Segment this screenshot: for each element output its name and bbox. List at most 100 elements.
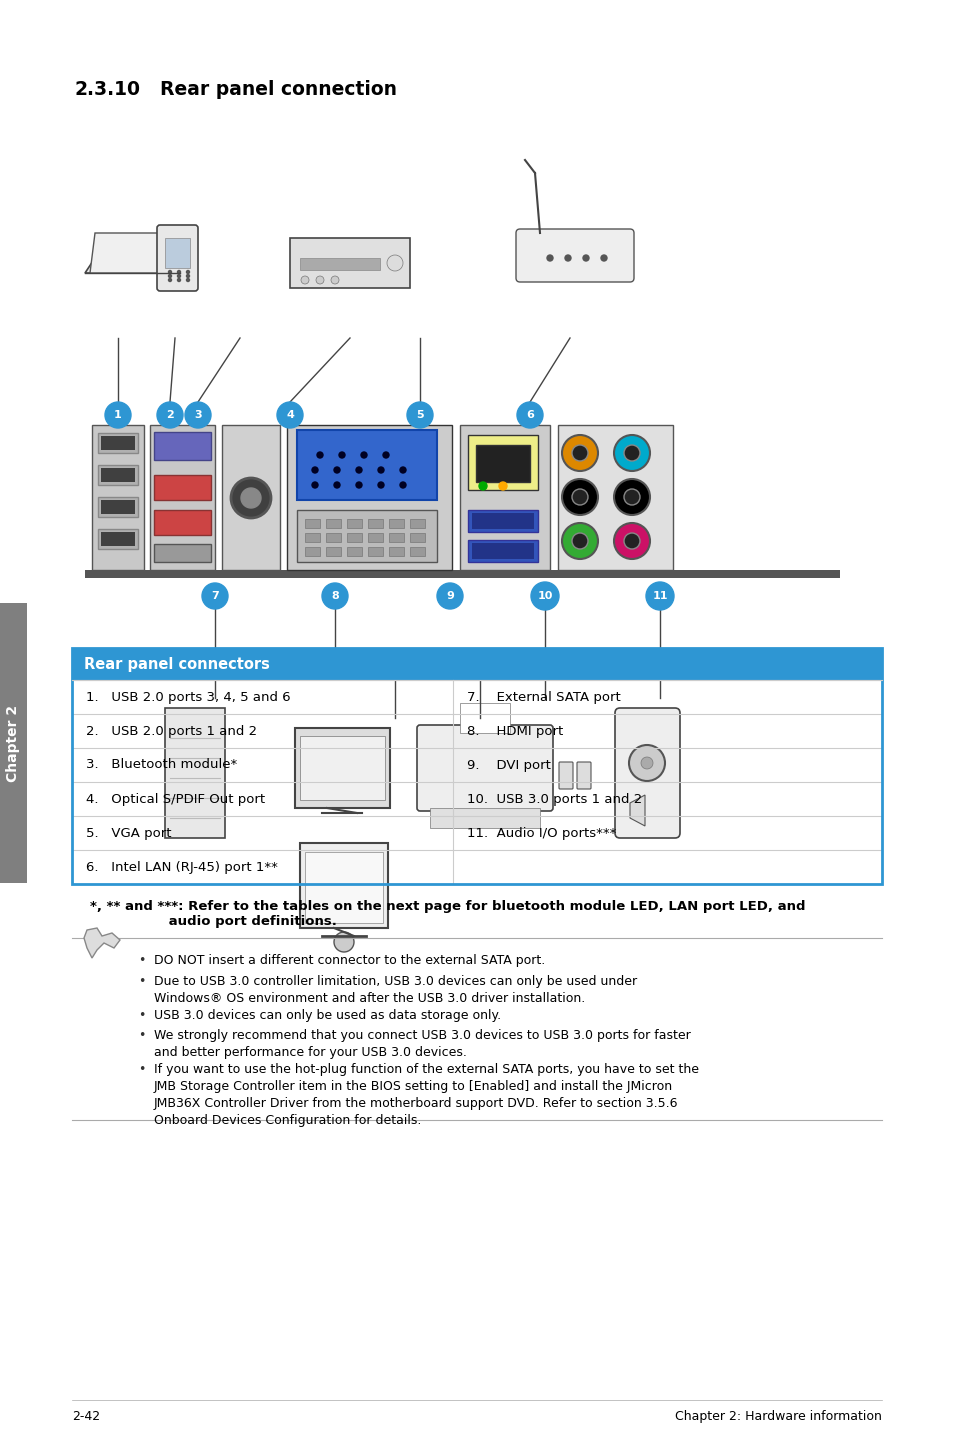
Circle shape (334, 932, 354, 952)
Text: 2-42: 2-42 (71, 1411, 100, 1424)
Circle shape (377, 467, 384, 473)
Bar (98, 529, 138, 549)
Text: 10: 10 (537, 591, 552, 601)
Bar (459, 703, 510, 733)
Bar (290, 239, 410, 288)
Bar (468, 541, 537, 562)
Circle shape (202, 582, 228, 610)
Text: 8.    HDMI port: 8. HDMI port (466, 725, 562, 738)
Bar (389, 519, 403, 528)
Bar (558, 426, 672, 569)
Bar (98, 433, 138, 453)
Bar (347, 519, 361, 528)
Bar (368, 546, 382, 557)
Text: 5.   VGA port: 5. VGA port (86, 827, 172, 840)
Bar (296, 510, 436, 562)
Circle shape (517, 403, 542, 429)
Circle shape (355, 482, 361, 487)
Circle shape (436, 582, 462, 610)
Circle shape (169, 279, 172, 282)
Bar (91, 426, 144, 569)
Circle shape (572, 489, 587, 505)
Circle shape (623, 533, 639, 549)
Text: •: • (138, 975, 146, 988)
Circle shape (478, 482, 486, 490)
Circle shape (301, 276, 309, 283)
FancyBboxPatch shape (430, 808, 539, 828)
Bar (468, 510, 537, 532)
Circle shape (231, 477, 271, 518)
Bar (165, 707, 225, 838)
Circle shape (157, 403, 183, 429)
FancyBboxPatch shape (615, 707, 679, 838)
Text: 10.  USB 3.0 ports 1 and 2: 10. USB 3.0 ports 1 and 2 (466, 792, 641, 805)
Bar (468, 436, 537, 490)
Circle shape (407, 403, 433, 429)
Text: 2.   USB 2.0 ports 1 and 2: 2. USB 2.0 ports 1 and 2 (86, 725, 257, 738)
Text: 7.    External SATA port: 7. External SATA port (466, 690, 619, 703)
Circle shape (334, 467, 339, 473)
Text: 1: 1 (114, 410, 122, 420)
Circle shape (312, 482, 317, 487)
Circle shape (338, 452, 345, 457)
Text: If you want to use the hot-plug function of the external SATA ports, you have to: If you want to use the hot-plug function… (153, 1063, 699, 1127)
Circle shape (360, 452, 367, 457)
Text: audio port definitions.: audio port definitions. (90, 915, 336, 928)
Circle shape (334, 482, 339, 487)
Bar (347, 533, 361, 542)
Circle shape (185, 403, 211, 429)
Bar (150, 426, 214, 569)
Text: •: • (138, 1063, 146, 1076)
Bar (347, 546, 361, 557)
Bar (476, 444, 530, 482)
Bar (71, 649, 882, 884)
Bar (101, 467, 135, 482)
Circle shape (177, 270, 180, 273)
Circle shape (355, 467, 361, 473)
Text: Chapter 2: Chapter 2 (7, 705, 20, 782)
FancyBboxPatch shape (416, 725, 553, 811)
Circle shape (105, 403, 131, 429)
FancyBboxPatch shape (153, 544, 211, 562)
Bar (472, 544, 534, 559)
Bar (299, 736, 385, 800)
Text: 2.3.10: 2.3.10 (75, 81, 141, 99)
Bar (326, 519, 340, 528)
Circle shape (614, 523, 649, 559)
Bar (294, 728, 390, 808)
Bar (389, 546, 403, 557)
Bar (165, 239, 190, 267)
Circle shape (645, 582, 673, 610)
Circle shape (312, 467, 317, 473)
Text: 5: 5 (416, 410, 423, 420)
Text: 1.   USB 2.0 ports 3, 4, 5 and 6: 1. USB 2.0 ports 3, 4, 5 and 6 (86, 690, 291, 703)
Bar (287, 426, 452, 569)
Circle shape (382, 452, 389, 457)
Text: 7: 7 (211, 591, 218, 601)
Bar (98, 498, 138, 518)
Bar (101, 500, 135, 513)
Circle shape (322, 582, 348, 610)
FancyBboxPatch shape (577, 762, 590, 789)
Text: *, ** and ***: Refer to the tables on the next page for bluetooth module LED, LA: *, ** and ***: Refer to the tables on th… (90, 900, 804, 913)
Bar (326, 533, 340, 542)
Circle shape (316, 452, 323, 457)
Circle shape (614, 479, 649, 515)
Circle shape (623, 489, 639, 505)
Bar (153, 510, 211, 535)
Text: 2: 2 (166, 410, 173, 420)
Polygon shape (84, 928, 120, 958)
Circle shape (582, 255, 588, 262)
Circle shape (241, 487, 261, 508)
Circle shape (186, 279, 190, 282)
Bar (101, 532, 135, 546)
Circle shape (399, 467, 406, 473)
Text: •: • (138, 953, 146, 966)
Text: 3: 3 (194, 410, 202, 420)
Circle shape (186, 270, 190, 273)
Bar (472, 513, 534, 529)
Bar (222, 426, 280, 569)
Bar (305, 519, 319, 528)
Circle shape (177, 275, 180, 278)
Circle shape (169, 270, 172, 273)
